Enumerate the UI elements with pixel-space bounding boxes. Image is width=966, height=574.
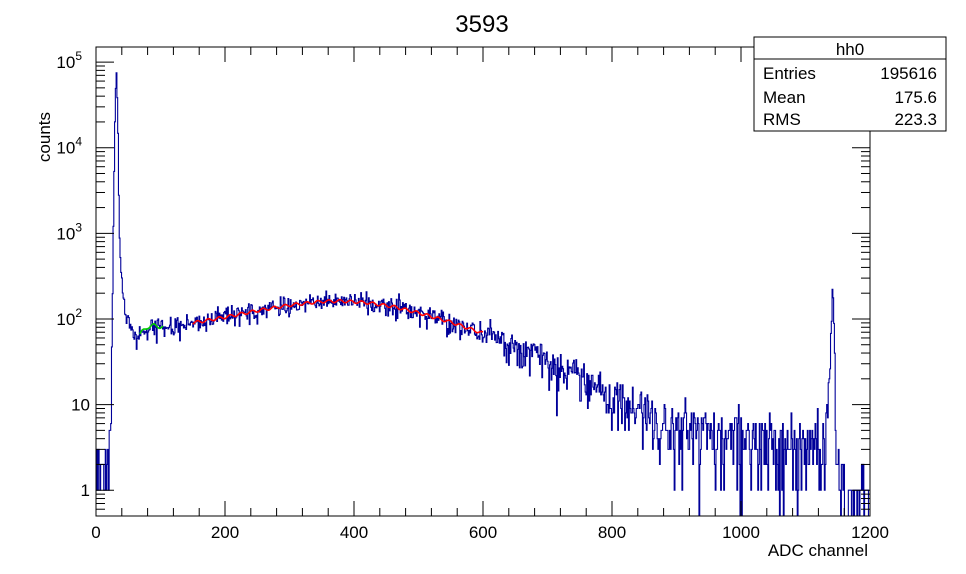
y-tick-label: 104 [56,135,82,158]
stats-entries-label: Entries [763,64,816,83]
x-tick-label: 0 [91,523,100,542]
histogram-series [96,72,870,517]
stats-rms-value: 223.3 [894,110,937,129]
y-tick-label: 103 [56,220,82,243]
y-axis-label: counts [35,112,54,162]
y-tick-label: 10 [71,396,90,415]
stats-box: hh0 Entries 195616 Mean 175.6 RMS 223.3 [753,36,947,132]
fit-curve-small [139,322,164,335]
fit-curves [139,298,484,335]
x-tick-label: 1200 [851,523,889,542]
stats-box-frame [753,36,947,132]
x-tick-label: 1000 [722,523,760,542]
x-tick-label: 400 [340,523,368,542]
stats-mean-value: 175.6 [894,88,937,107]
stats-entries-value: 195616 [880,64,937,83]
stats-box-name: hh0 [836,40,864,59]
axes: 0 200 400 600 800 1000 1200 1 10 102 103 104 105 [56,46,889,542]
stats-mean-label: Mean [763,88,806,107]
y-tick-label: 102 [56,306,82,329]
y-tick-label: 105 [56,49,82,72]
x-tick-label: 600 [469,523,497,542]
y-tick-label: 1 [81,481,90,500]
x-axis-label: ADC channel [768,541,868,560]
x-tick-label: 800 [598,523,626,542]
fit-curve-main [192,298,484,334]
histogram-layer [96,72,870,517]
chart-title: 3593 [455,11,508,38]
stats-rms-label: RMS [763,110,801,129]
x-tick-label: 200 [211,523,239,542]
